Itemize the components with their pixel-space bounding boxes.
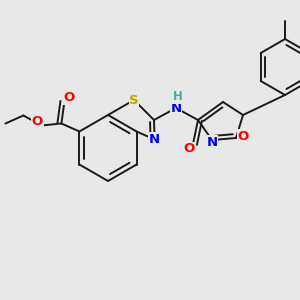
Text: S: S: [129, 94, 139, 106]
Text: O: O: [183, 142, 195, 155]
Text: N: N: [149, 133, 160, 146]
Text: H: H: [173, 91, 183, 103]
Text: N: N: [170, 101, 182, 115]
Text: O: O: [64, 91, 75, 104]
Text: O: O: [32, 115, 43, 128]
Text: O: O: [237, 130, 249, 142]
Text: N: N: [206, 136, 218, 148]
